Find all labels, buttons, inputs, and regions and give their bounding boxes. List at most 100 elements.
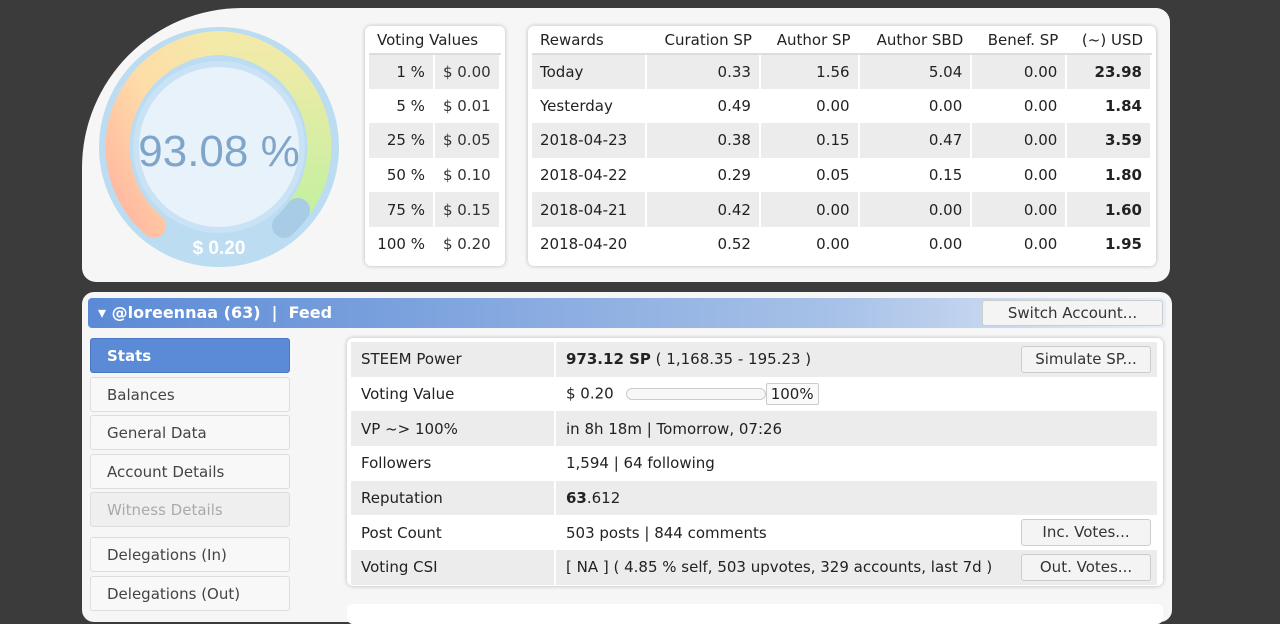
cell: 1.60 [1066, 192, 1152, 227]
weight: 100 % [369, 226, 435, 262]
weight: 25 % [369, 123, 435, 158]
voting-weight-value[interactable]: 100% [765, 383, 819, 406]
gauge-value: $ 0.20 [193, 238, 246, 259]
label: STEEM Power [351, 342, 556, 377]
cell: 0.00 [971, 123, 1068, 158]
label: Voting Value [351, 376, 556, 412]
separator: | [271, 303, 278, 322]
value: 1,594 | 64 following [555, 446, 1159, 481]
cell: 0.00 [858, 88, 973, 124]
cell: 0.47 [858, 123, 973, 158]
cell: 23.98 [1066, 54, 1152, 89]
weight: 75 % [369, 192, 435, 227]
cell: 0.00 [971, 157, 1068, 193]
label: Voting CSI [351, 550, 556, 585]
cell: 2018-04-20 [532, 226, 648, 262]
label: Followers [351, 446, 556, 481]
cell: Yesterday [532, 88, 648, 124]
sidebar-item-account-details[interactable]: Account Details [90, 453, 290, 489]
column-header: Author SBD [858, 26, 972, 55]
voting-power-gauge: 93.08 % $ 0.20 [99, 27, 339, 267]
cell: 1.84 [1066, 88, 1152, 124]
cell: 0.29 [646, 157, 761, 193]
gauge-percent: 93.08 % [138, 127, 299, 176]
label: VP ~> 100% [351, 411, 556, 447]
cell: 0.00 [971, 192, 1068, 227]
reward-row: 2018-04-23 0.38 0.15 0.47 0.00 3.59 [532, 123, 1152, 158]
cell: 0.52 [646, 226, 761, 262]
simulate-sp-button[interactable]: Simulate SP... [1021, 346, 1151, 373]
voting-value-row: 50 % $ 0.10 [369, 157, 502, 193]
value: $ 0.00 [433, 54, 502, 89]
cell: 0.38 [646, 123, 761, 158]
cell: 0.42 [646, 192, 761, 227]
value: $ 0.20 [433, 226, 502, 262]
voting-value-row: 100 % $ 0.20 [369, 226, 502, 262]
value: 503 posts | 844 comments [566, 523, 767, 542]
reward-row: 2018-04-21 0.42 0.00 0.00 0.00 1.60 [532, 192, 1152, 227]
voting-values-header: Voting Values [369, 26, 500, 55]
sidebar-item-delegations-in[interactable]: Delegations (In) [90, 537, 290, 572]
value: $ 0.10 [433, 157, 502, 193]
cell: 0.00 [759, 192, 860, 227]
collapse-triangle-icon[interactable]: ▾ [98, 303, 107, 322]
voting-weight-slider[interactable] [625, 388, 766, 401]
cell: 2018-04-21 [532, 192, 648, 227]
sidebar-item-witness-details: Witness Details [90, 492, 290, 527]
cell: 1.95 [1066, 226, 1152, 262]
switch-account-button[interactable]: Switch Account... [982, 300, 1163, 326]
row-reputation: Reputation 63.612 [351, 480, 1159, 516]
value: $ 0.20 [566, 384, 614, 403]
out-votes-button[interactable]: Out. Votes... [1021, 554, 1151, 582]
cell: 5.04 [858, 54, 973, 89]
row-vp: VP ~> 100% in 8h 18m | Tomorrow, 07:26 [351, 411, 1159, 447]
weight: 5 % [369, 88, 435, 124]
voting-values-table: Voting Values 1 % $ 0.00 5 % $ 0.01 25 % $ 0.… [365, 26, 505, 266]
cell: 3.59 [1066, 123, 1152, 158]
cell: 2018-04-23 [532, 123, 648, 158]
account-name[interactable]: @loreennaa (63) [111, 303, 261, 322]
rewards-table: Rewards Curation SP Author SP Author SBD Ben… [528, 26, 1156, 266]
value-decimal: .612 [586, 489, 621, 508]
cell: 0.00 [858, 226, 973, 262]
cell: 0.00 [971, 54, 1068, 89]
value: 63 [566, 489, 587, 508]
cell: 0.33 [646, 54, 761, 89]
value: $ 0.15 [433, 192, 502, 227]
cell: 0.15 [759, 123, 860, 158]
column-header: Curation SP [646, 26, 760, 55]
column-header: Author SP [759, 26, 859, 55]
column-header: Benef. SP [971, 26, 1067, 55]
weight: 1 % [369, 54, 435, 89]
cell: 2018-04-22 [532, 157, 648, 193]
feed-link[interactable]: Feed [288, 303, 333, 322]
reward-row: 2018-04-22 0.29 0.05 0.15 0.00 1.80 [532, 157, 1152, 193]
sidebar-item-delegations-out[interactable]: Delegations (Out) [90, 575, 290, 611]
sidebar: Stats Balances General Data Account Details… [90, 338, 290, 614]
value: $ 0.05 [433, 123, 502, 158]
reward-row: 2018-04-20 0.52 0.00 0.00 0.00 1.95 [532, 226, 1152, 262]
cell: 0.49 [646, 88, 761, 124]
voting-value-row: 25 % $ 0.05 [369, 123, 502, 158]
account-panel: ▾ @loreennaa (63) | Feed Switch Account.… [82, 292, 1172, 622]
stats-table: STEEM Power 973.12 SP ( 1,168.35 - 195.23… [347, 338, 1163, 586]
reward-row: Today 0.33 1.56 5.04 0.00 23.98 [532, 54, 1152, 89]
cell: 0.00 [759, 226, 860, 262]
voting-value-row: 1 % $ 0.00 [369, 54, 502, 89]
sidebar-item-general-data[interactable]: General Data [90, 415, 290, 450]
row-voting-value: Voting Value $ 0.20 100% [351, 376, 1159, 412]
row-voting-csi: Voting CSI [ NA ] ( 4.85 % self, 503 upvo… [351, 550, 1159, 585]
column-header: (~) USD [1066, 26, 1151, 55]
cell: 1.56 [759, 54, 860, 89]
value: $ 0.01 [433, 88, 502, 124]
row-steem-power: STEEM Power 973.12 SP ( 1,168.35 - 195.23… [351, 342, 1159, 377]
sidebar-item-stats[interactable]: Stats [90, 338, 290, 373]
row-followers: Followers 1,594 | 64 following [351, 446, 1159, 481]
sidebar-item-balances[interactable]: Balances [90, 376, 290, 412]
value: [ NA ] ( 4.85 % self, 503 upvotes, 329 a… [566, 558, 993, 577]
cell: 0.05 [759, 157, 860, 193]
inc-votes-button[interactable]: Inc. Votes... [1021, 519, 1151, 547]
weight: 50 % [369, 157, 435, 193]
voting-value-row: 75 % $ 0.15 [369, 192, 502, 227]
next-table [347, 604, 1163, 624]
